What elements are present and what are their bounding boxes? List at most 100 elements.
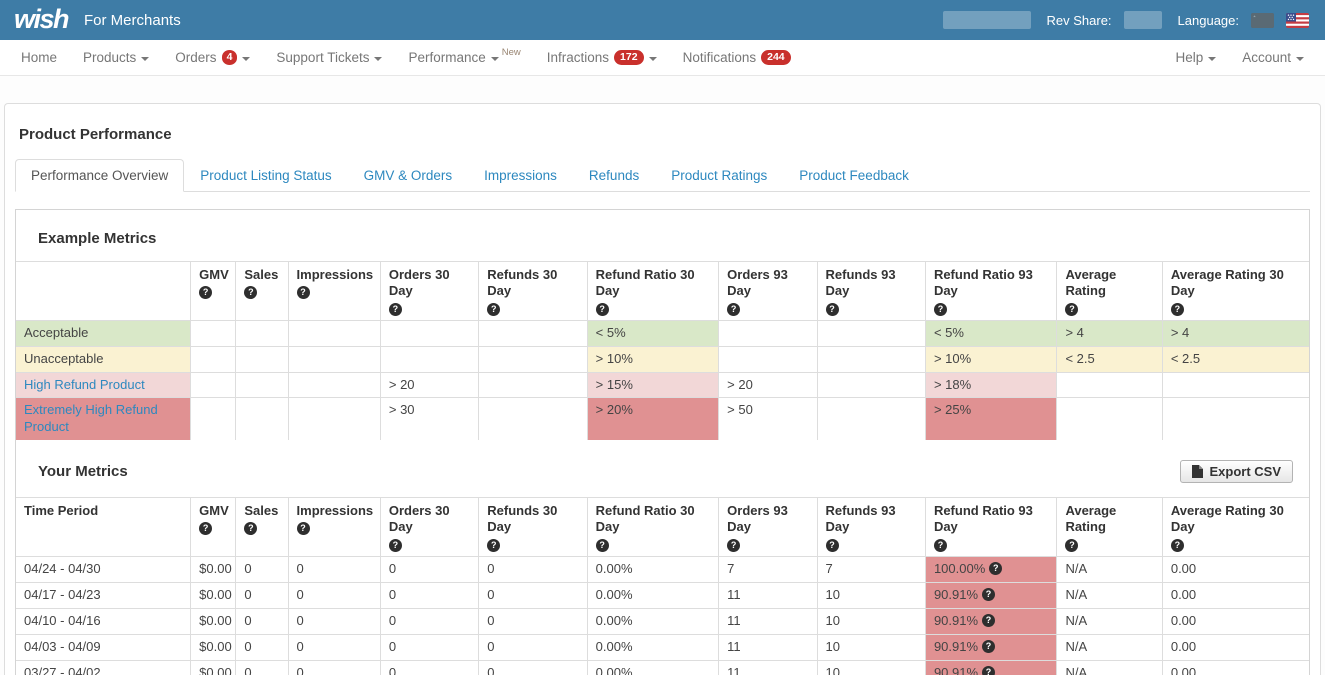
column-header-label: Refund Ratio 93 Day [934, 503, 1049, 536]
question-circle-icon[interactable]: ? [244, 286, 257, 299]
question-circle-icon[interactable]: ? [596, 539, 609, 552]
page-title: Product Performance [19, 126, 1306, 143]
column-header-refunds-93-day: Refunds 93 Day? [817, 262, 925, 321]
question-circle-icon[interactable]: ? [297, 522, 310, 535]
question-circle-icon[interactable]: ? [389, 539, 402, 552]
question-circle-icon[interactable]: ? [727, 303, 740, 316]
cell-value: 0.00 [1171, 587, 1196, 602]
tab-product-ratings[interactable]: Product Ratings [655, 159, 783, 192]
cell-link-extremely-high-refund-product[interactable]: Extremely High Refund Product [24, 402, 158, 434]
nav-item-account[interactable]: Account [1229, 40, 1317, 76]
question-circle-icon[interactable]: ? [1065, 303, 1078, 316]
column-header-blank [16, 262, 191, 321]
question-circle-icon[interactable]: ? [1171, 539, 1184, 552]
question-circle-icon[interactable]: ? [199, 286, 212, 299]
question-circle-icon[interactable]: ? [826, 539, 839, 552]
tab-product-feedback[interactable]: Product Feedback [783, 159, 925, 192]
table-cell [191, 372, 236, 398]
cell-value: 0 [297, 587, 304, 602]
cell-value: $0.00 [199, 639, 232, 654]
question-circle-icon[interactable]: ? [982, 614, 995, 627]
column-header-gmv: GMV? [191, 262, 236, 321]
question-circle-icon[interactable]: ? [487, 539, 500, 552]
tab-performance-overview[interactable]: Performance Overview [15, 159, 184, 192]
cell-value: $0.00 [199, 613, 232, 628]
nav-item-performance[interactable]: PerformanceNew [395, 40, 533, 76]
table-cell: 7 [719, 556, 817, 582]
tab-product-listing-status[interactable]: Product Listing Status [184, 159, 347, 192]
wish-logo[interactable]: wish [14, 0, 68, 39]
table-cell: N/A [1057, 556, 1162, 582]
question-circle-icon[interactable]: ? [596, 303, 609, 316]
question-circle-icon[interactable]: ? [487, 303, 500, 316]
tab-impressions[interactable]: Impressions [468, 159, 573, 192]
cell-value: > 10% [596, 351, 633, 366]
question-circle-icon[interactable]: ? [982, 666, 995, 675]
table-cell [719, 346, 817, 372]
column-header-label: Refund Ratio 30 Day [596, 503, 711, 536]
nav-item-help[interactable]: Help [1162, 40, 1229, 76]
performance-tabs: Performance OverviewProduct Listing Stat… [15, 159, 1310, 192]
question-circle-icon[interactable]: ? [727, 539, 740, 552]
table-row: 04/17 - 04/23$0.0000000.00%111090.91%?N/… [16, 582, 1309, 608]
column-header-refund-ratio-30-day: Refund Ratio 30 Day? [587, 262, 719, 321]
nav-item-infractions[interactable]: Infractions172 [534, 40, 670, 76]
question-circle-icon[interactable]: ? [1171, 303, 1184, 316]
question-circle-icon[interactable]: ? [389, 303, 402, 316]
table-cell [191, 398, 236, 440]
table-cell: 0.00 [1162, 660, 1309, 675]
tab-gmv-orders[interactable]: GMV & Orders [348, 159, 469, 192]
question-circle-icon[interactable]: ? [934, 303, 947, 316]
cell-value: 0 [244, 613, 251, 628]
cell-value: 04/10 - 04/16 [24, 613, 101, 628]
table-cell: > 20 [380, 372, 478, 398]
question-circle-icon[interactable]: ? [934, 539, 947, 552]
nav-item-products[interactable]: Products [70, 40, 162, 76]
table-cell [288, 398, 380, 440]
question-circle-icon[interactable]: ? [982, 640, 995, 653]
table-cell: 90.91%? [925, 634, 1057, 660]
example-metrics-table: GMV?Sales?Impressions?Orders 30 Day?Refu… [16, 261, 1309, 440]
cell-value: 7 [826, 561, 833, 576]
question-circle-icon[interactable]: ? [1065, 539, 1078, 552]
cell-value: 04/17 - 04/23 [24, 587, 101, 602]
table-cell [479, 372, 587, 398]
table-cell [479, 398, 587, 440]
cell-link-high-refund-product[interactable]: High Refund Product [24, 377, 145, 392]
question-circle-icon[interactable]: ? [297, 286, 310, 299]
question-circle-icon[interactable]: ? [989, 562, 1002, 575]
cell-value: > 4 [1171, 325, 1189, 340]
question-circle-icon[interactable]: ? [982, 588, 995, 601]
cell-value: 03/27 - 04/02 [24, 665, 101, 675]
column-header-average-rating: Average Rating? [1057, 262, 1162, 321]
china-flag-icon[interactable] [1251, 13, 1274, 28]
cell-value: 0 [297, 613, 304, 628]
table-cell [288, 346, 380, 372]
cell-value: 11 [727, 587, 741, 602]
column-header-label: Average Rating 30 Day [1171, 503, 1301, 536]
table-cell: 0 [479, 634, 587, 660]
column-header-label: Orders 93 Day [727, 267, 808, 300]
column-header-label: Refunds 30 Day [487, 267, 578, 300]
nav-item-notifications[interactable]: Notifications244 [670, 40, 804, 76]
tab-refunds[interactable]: Refunds [573, 159, 655, 192]
nav-item-orders[interactable]: Orders4 [162, 40, 263, 76]
question-circle-icon[interactable]: ? [826, 303, 839, 316]
table-cell: 03/27 - 04/02 [16, 660, 191, 675]
column-header-refund-ratio-93-day: Refund Ratio 93 Day? [925, 498, 1057, 557]
table-cell: 0 [479, 582, 587, 608]
table-cell: 0 [380, 660, 478, 675]
nav-item-home[interactable]: Home [8, 40, 70, 76]
cell-value: 0.00% [596, 639, 633, 654]
nav-item-support-tickets[interactable]: Support Tickets [263, 40, 395, 76]
question-circle-icon[interactable]: ? [244, 522, 257, 535]
column-header-average-rating-30-day: Average Rating 30 Day? [1162, 498, 1309, 557]
nav-item-label: Support Tickets [276, 50, 369, 65]
us-flag-icon[interactable] [1286, 13, 1309, 28]
export-csv-button[interactable]: Export CSV [1180, 460, 1293, 483]
table-cell [719, 320, 817, 346]
question-circle-icon[interactable]: ? [199, 522, 212, 535]
table-row: 04/03 - 04/09$0.0000000.00%111090.91%?N/… [16, 634, 1309, 660]
column-header-label: Refund Ratio 30 Day [596, 267, 711, 300]
cell-value: 0 [487, 639, 494, 654]
